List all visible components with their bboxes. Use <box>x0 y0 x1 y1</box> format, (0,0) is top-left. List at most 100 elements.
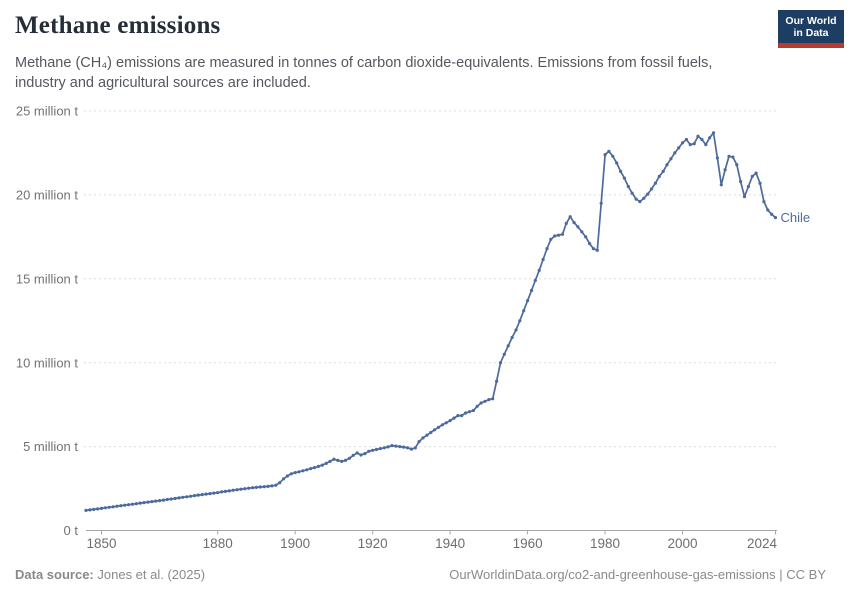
data-point[interactable] <box>243 487 247 491</box>
data-point[interactable] <box>130 502 135 506</box>
data-point[interactable] <box>374 447 379 452</box>
data-point[interactable] <box>770 212 774 216</box>
owid-logo[interactable]: Our World in Data <box>778 10 844 48</box>
data-point[interactable] <box>235 488 239 492</box>
data-point[interactable] <box>150 500 154 504</box>
data-point[interactable] <box>619 169 623 173</box>
data-point[interactable] <box>460 414 464 418</box>
data-point[interactable] <box>84 508 88 512</box>
data-point[interactable] <box>413 446 417 450</box>
data-point[interactable] <box>433 428 437 432</box>
data-point[interactable] <box>293 471 297 475</box>
data-point[interactable] <box>134 502 138 506</box>
data-point[interactable] <box>343 458 348 462</box>
data-point[interactable] <box>270 484 274 488</box>
data-point[interactable] <box>456 414 460 418</box>
data-point[interactable] <box>332 457 336 461</box>
data-point[interactable] <box>239 487 243 491</box>
data-point[interactable] <box>642 196 646 200</box>
data-point[interactable] <box>514 328 518 332</box>
data-point[interactable] <box>545 247 549 251</box>
data-point[interactable] <box>560 232 565 236</box>
data-point[interactable] <box>301 469 305 473</box>
data-point[interactable] <box>390 444 394 448</box>
data-point[interactable] <box>700 137 704 142</box>
data-point[interactable] <box>192 494 197 498</box>
data-point[interactable] <box>351 453 355 457</box>
data-point[interactable] <box>572 221 576 225</box>
data-point[interactable] <box>649 187 654 191</box>
data-point[interactable] <box>522 309 526 313</box>
data-point[interactable] <box>711 131 716 135</box>
data-point[interactable] <box>355 451 359 455</box>
data-point[interactable] <box>638 200 642 204</box>
data-point[interactable] <box>758 181 762 185</box>
data-point[interactable] <box>158 499 162 503</box>
data-point[interactable] <box>402 445 406 449</box>
data-point[interactable] <box>526 299 530 303</box>
data-point[interactable] <box>367 449 371 453</box>
data-point[interactable] <box>216 491 220 495</box>
data-point[interactable] <box>204 492 208 496</box>
data-point[interactable] <box>665 163 669 167</box>
data-point[interactable] <box>212 491 216 495</box>
data-point[interactable] <box>363 452 367 456</box>
data-point[interactable] <box>142 501 146 505</box>
data-point[interactable] <box>615 161 619 165</box>
data-point[interactable] <box>708 136 712 140</box>
data-point[interactable] <box>328 459 332 463</box>
data-point[interactable] <box>487 398 491 402</box>
data-point[interactable] <box>347 456 351 460</box>
data-point[interactable] <box>750 174 754 178</box>
data-point[interactable] <box>92 507 96 511</box>
data-point[interactable] <box>657 174 661 178</box>
data-point[interactable] <box>444 421 448 425</box>
data-point[interactable] <box>495 379 499 383</box>
data-point[interactable] <box>262 485 266 489</box>
data-point[interactable] <box>576 225 580 229</box>
data-point[interactable] <box>568 215 572 219</box>
data-point[interactable] <box>386 445 390 449</box>
data-point[interactable] <box>541 257 545 262</box>
data-point[interactable] <box>479 401 483 405</box>
data-point[interactable] <box>599 201 603 205</box>
data-point[interactable] <box>766 208 770 212</box>
data-point[interactable] <box>626 184 630 189</box>
data-point[interactable] <box>289 472 293 476</box>
data-point[interactable] <box>359 453 363 457</box>
data-point[interactable] <box>684 137 689 142</box>
data-point[interactable] <box>715 156 720 160</box>
data-point[interactable] <box>622 176 627 180</box>
data-point[interactable] <box>588 242 592 246</box>
data-point[interactable] <box>417 440 421 444</box>
data-point[interactable] <box>529 288 534 293</box>
data-point[interactable] <box>398 445 402 449</box>
data-point[interactable] <box>107 505 111 509</box>
data-point[interactable] <box>336 458 340 462</box>
data-point[interactable] <box>297 470 301 474</box>
data-point[interactable] <box>409 447 413 451</box>
data-point[interactable] <box>739 179 743 184</box>
data-point[interactable] <box>611 154 615 158</box>
data-point[interactable] <box>580 230 584 234</box>
data-point[interactable] <box>282 477 286 481</box>
data-point[interactable] <box>181 495 185 499</box>
data-point[interactable] <box>177 496 181 500</box>
data-point[interactable] <box>88 508 92 512</box>
data-point[interactable] <box>421 436 425 440</box>
data-point[interactable] <box>677 146 681 150</box>
data-point[interactable] <box>742 195 747 199</box>
data-point[interactable] <box>99 506 104 510</box>
data-point[interactable] <box>502 352 506 356</box>
data-point[interactable] <box>378 447 382 451</box>
trend-line[interactable] <box>85 131 777 512</box>
data-point[interactable] <box>266 484 270 488</box>
data-point[interactable] <box>661 169 665 173</box>
data-point[interactable] <box>448 419 452 423</box>
data-point[interactable] <box>169 497 173 501</box>
data-point[interactable] <box>584 235 588 239</box>
entity-label[interactable]: Chile <box>781 210 811 225</box>
data-point[interactable] <box>96 507 100 511</box>
data-point[interactable] <box>185 495 189 499</box>
data-point[interactable] <box>254 485 258 489</box>
